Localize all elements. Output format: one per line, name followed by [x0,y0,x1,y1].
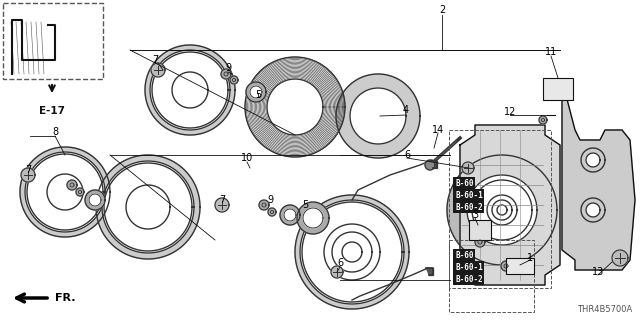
Polygon shape [215,198,229,212]
Text: B-60: B-60 [455,251,474,260]
Polygon shape [303,208,323,228]
Polygon shape [20,147,110,237]
Polygon shape [230,76,238,84]
Polygon shape [172,72,208,108]
Polygon shape [447,155,557,265]
Polygon shape [501,261,511,271]
Polygon shape [342,242,362,262]
Text: 10: 10 [241,153,253,163]
Polygon shape [151,63,165,77]
Text: B-60-1: B-60-1 [455,262,483,271]
Text: E-17: E-17 [39,106,65,116]
Text: B-60-1: B-60-1 [455,190,483,199]
Text: 13: 13 [592,267,604,277]
Polygon shape [332,232,372,272]
Polygon shape [280,205,300,225]
Polygon shape [425,160,435,170]
Text: 9: 9 [225,63,231,73]
Polygon shape [430,161,437,168]
Polygon shape [426,268,433,275]
Polygon shape [475,237,485,247]
Text: 14: 14 [432,125,444,135]
Text: 8: 8 [52,127,58,137]
Polygon shape [297,202,329,234]
Polygon shape [284,209,296,221]
Text: 9: 9 [267,195,273,205]
Polygon shape [586,203,600,217]
Polygon shape [21,168,35,182]
Text: 6: 6 [404,150,410,160]
Text: 6: 6 [337,258,343,268]
Polygon shape [350,88,406,144]
Text: B-60-2: B-60-2 [455,203,483,212]
Text: 7: 7 [25,165,31,175]
Text: 1: 1 [527,253,533,263]
Bar [449,240,534,312]
Bar [449,130,551,288]
Polygon shape [102,161,194,253]
Polygon shape [85,190,105,210]
Polygon shape [96,155,200,259]
Polygon shape [89,194,101,206]
Polygon shape [150,50,230,130]
Text: B-60: B-60 [455,179,474,188]
Text: 11: 11 [545,47,557,57]
Text: 5: 5 [302,200,308,210]
Polygon shape [126,185,170,229]
Polygon shape [250,86,262,98]
Bar [543,78,573,100]
Polygon shape [492,200,512,220]
Text: 4: 4 [403,105,409,115]
Polygon shape [67,180,77,190]
Text: 12: 12 [504,107,516,117]
Polygon shape [539,116,547,124]
Polygon shape [221,69,231,79]
Polygon shape [581,198,605,222]
Polygon shape [324,224,380,280]
Polygon shape [336,74,420,158]
Polygon shape [467,175,537,245]
Polygon shape [145,45,235,135]
Polygon shape [612,250,628,266]
Bar [506,258,534,274]
Polygon shape [295,195,409,309]
Polygon shape [47,174,83,210]
Polygon shape [246,82,266,102]
Polygon shape [267,79,323,135]
Polygon shape [497,205,507,215]
Bar [469,220,491,240]
Text: FR.: FR. [55,293,76,303]
Text: 7: 7 [152,55,158,65]
Polygon shape [331,266,343,278]
Polygon shape [268,208,276,216]
Text: 3: 3 [472,210,478,220]
Polygon shape [487,195,517,225]
Polygon shape [586,153,600,167]
Text: 5: 5 [255,90,261,100]
Text: B-60-2: B-60-2 [455,275,483,284]
Polygon shape [581,148,605,172]
Polygon shape [472,180,532,240]
Polygon shape [300,200,404,304]
Polygon shape [76,188,84,196]
Polygon shape [562,80,635,270]
Polygon shape [259,200,269,210]
Text: 7: 7 [219,195,225,205]
Polygon shape [25,152,105,232]
Polygon shape [462,162,474,174]
Text: THR4B5700A: THR4B5700A [577,305,632,314]
Text: 2: 2 [439,5,445,15]
Bar [3,3,103,79]
Polygon shape [460,125,560,285]
